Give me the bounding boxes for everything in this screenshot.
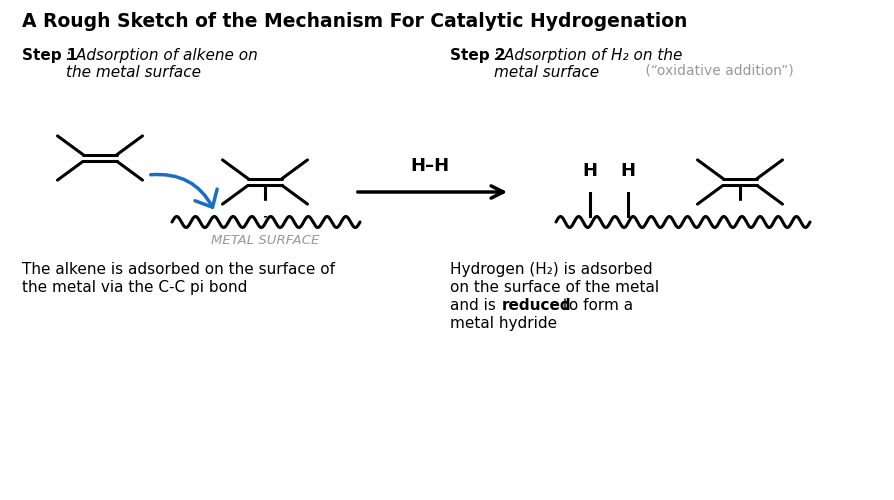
Text: the metal via the C-C pi bond: the metal via the C-C pi bond: [22, 280, 248, 295]
Text: Step 2: Step 2: [450, 48, 506, 63]
Text: H–H: H–H: [410, 157, 450, 175]
Text: metal hydride: metal hydride: [450, 316, 557, 331]
Text: Step 1: Step 1: [22, 48, 78, 63]
Text: (“oxidative addition”): (“oxidative addition”): [641, 64, 794, 78]
Text: METAL SURFACE: METAL SURFACE: [211, 234, 319, 247]
Text: H: H: [620, 162, 636, 180]
FancyArrowPatch shape: [151, 174, 217, 207]
Text: to form a: to form a: [558, 298, 633, 313]
Text: The alkene is adsorbed on the surface of: The alkene is adsorbed on the surface of: [22, 262, 335, 277]
Text: on the surface of the metal: on the surface of the metal: [450, 280, 659, 295]
Text: and is: and is: [450, 298, 501, 313]
Text: reduced: reduced: [502, 298, 571, 313]
Text: H: H: [583, 162, 597, 180]
Text: : Adsorption of alkene on
the metal surface: : Adsorption of alkene on the metal surf…: [66, 48, 257, 80]
Text: : Adsorption of H₂ on the
metal surface: : Adsorption of H₂ on the metal surface: [494, 48, 682, 80]
Text: A Rough Sketch of the Mechanism For Catalytic Hydrogenation: A Rough Sketch of the Mechanism For Cata…: [22, 12, 687, 31]
Text: Hydrogen (H₂) is adsorbed: Hydrogen (H₂) is adsorbed: [450, 262, 653, 277]
